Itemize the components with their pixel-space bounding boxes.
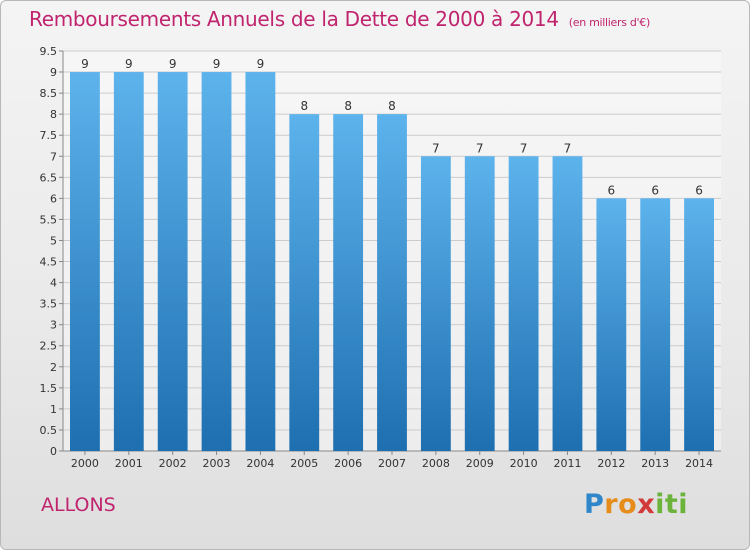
proxiti-logo: Proxiti: [584, 489, 688, 520]
x-tick-label: 2014: [685, 457, 713, 470]
data-label: 7: [476, 141, 484, 155]
data-label: 6: [608, 183, 616, 197]
data-label: 6: [695, 183, 703, 197]
bar: [289, 114, 320, 451]
bar: [333, 114, 364, 451]
bar: [684, 198, 714, 451]
logo-letter: o: [618, 489, 638, 520]
logo-letter: r: [604, 489, 619, 520]
x-tick-label: 2003: [203, 457, 231, 470]
logo-letter: i: [655, 489, 665, 520]
x-tick-label: 2008: [422, 457, 450, 470]
logo-letter: t: [664, 489, 679, 520]
y-tick-label: 0.5: [40, 424, 58, 437]
data-label: 6: [651, 183, 659, 197]
bar: [508, 156, 539, 451]
bar: [245, 72, 276, 451]
y-tick-label: 3: [50, 319, 57, 332]
bar: [552, 156, 583, 451]
x-tick-label: 2007: [378, 457, 406, 470]
y-tick-label: 8.5: [40, 87, 58, 100]
x-tick-label: 2012: [597, 457, 625, 470]
y-tick-label: 4: [50, 277, 57, 290]
data-label: 9: [125, 57, 133, 71]
data-label: 7: [432, 141, 440, 155]
x-tick-label: 2002: [159, 457, 187, 470]
data-label: 7: [564, 141, 572, 155]
chart-title-text: Remboursements Annuels de la Dette de 20…: [29, 7, 559, 31]
data-label: 9: [257, 57, 265, 71]
y-tick-label: 6: [50, 192, 57, 205]
y-tick-label: 5: [50, 234, 57, 247]
data-label: 9: [169, 57, 177, 71]
bar: [70, 72, 100, 451]
logo-letter: i: [678, 489, 689, 520]
y-tick-label: 0: [50, 445, 57, 458]
x-tick-label: 2005: [290, 457, 318, 470]
x-tick-label: 2009: [466, 457, 494, 470]
y-tick-label: 1: [50, 403, 57, 416]
x-tick-label: 2000: [71, 457, 99, 470]
y-tick-label: 9.5: [40, 45, 58, 58]
x-tick-label: 2010: [510, 457, 538, 470]
y-tick-label: 3.5: [40, 298, 58, 311]
bar: [377, 114, 407, 451]
bar: [113, 72, 144, 451]
y-tick-label: 6.5: [40, 171, 58, 184]
x-tick-label: 2013: [641, 457, 669, 470]
data-label: 8: [300, 99, 308, 113]
bar: [464, 156, 495, 451]
y-tick-label: 7: [50, 150, 57, 163]
commune-name: ALLONS: [41, 494, 116, 516]
bar: [596, 198, 627, 451]
data-label: 7: [520, 141, 528, 155]
data-label: 8: [388, 99, 396, 113]
x-tick-label: 2001: [115, 457, 143, 470]
y-tick-label: 2: [50, 361, 57, 374]
y-tick-label: 8: [50, 108, 57, 121]
x-tick-label: 2004: [246, 457, 274, 470]
chart-title: Remboursements Annuels de la Dette de 20…: [29, 7, 650, 31]
data-label: 8: [344, 99, 352, 113]
bar: [420, 156, 451, 451]
data-label: 9: [81, 57, 89, 71]
y-tick-label: 4.5: [40, 256, 58, 269]
x-tick-label: 2006: [334, 457, 362, 470]
bar: [157, 72, 188, 451]
bar: [201, 72, 232, 451]
y-tick-label: 1.5: [40, 382, 58, 395]
y-tick-label: 5.5: [40, 213, 58, 226]
data-label: 9: [213, 57, 221, 71]
logo-letter: P: [584, 489, 605, 520]
y-tick-label: 7.5: [40, 129, 58, 142]
y-tick-label: 9: [50, 66, 57, 79]
chart-subtitle: (en milliers d'€): [568, 16, 650, 29]
x-tick-label: 2011: [553, 457, 581, 470]
logo-letter: x: [637, 489, 656, 520]
bar: [640, 198, 671, 451]
y-tick-label: 2.5: [40, 340, 58, 353]
